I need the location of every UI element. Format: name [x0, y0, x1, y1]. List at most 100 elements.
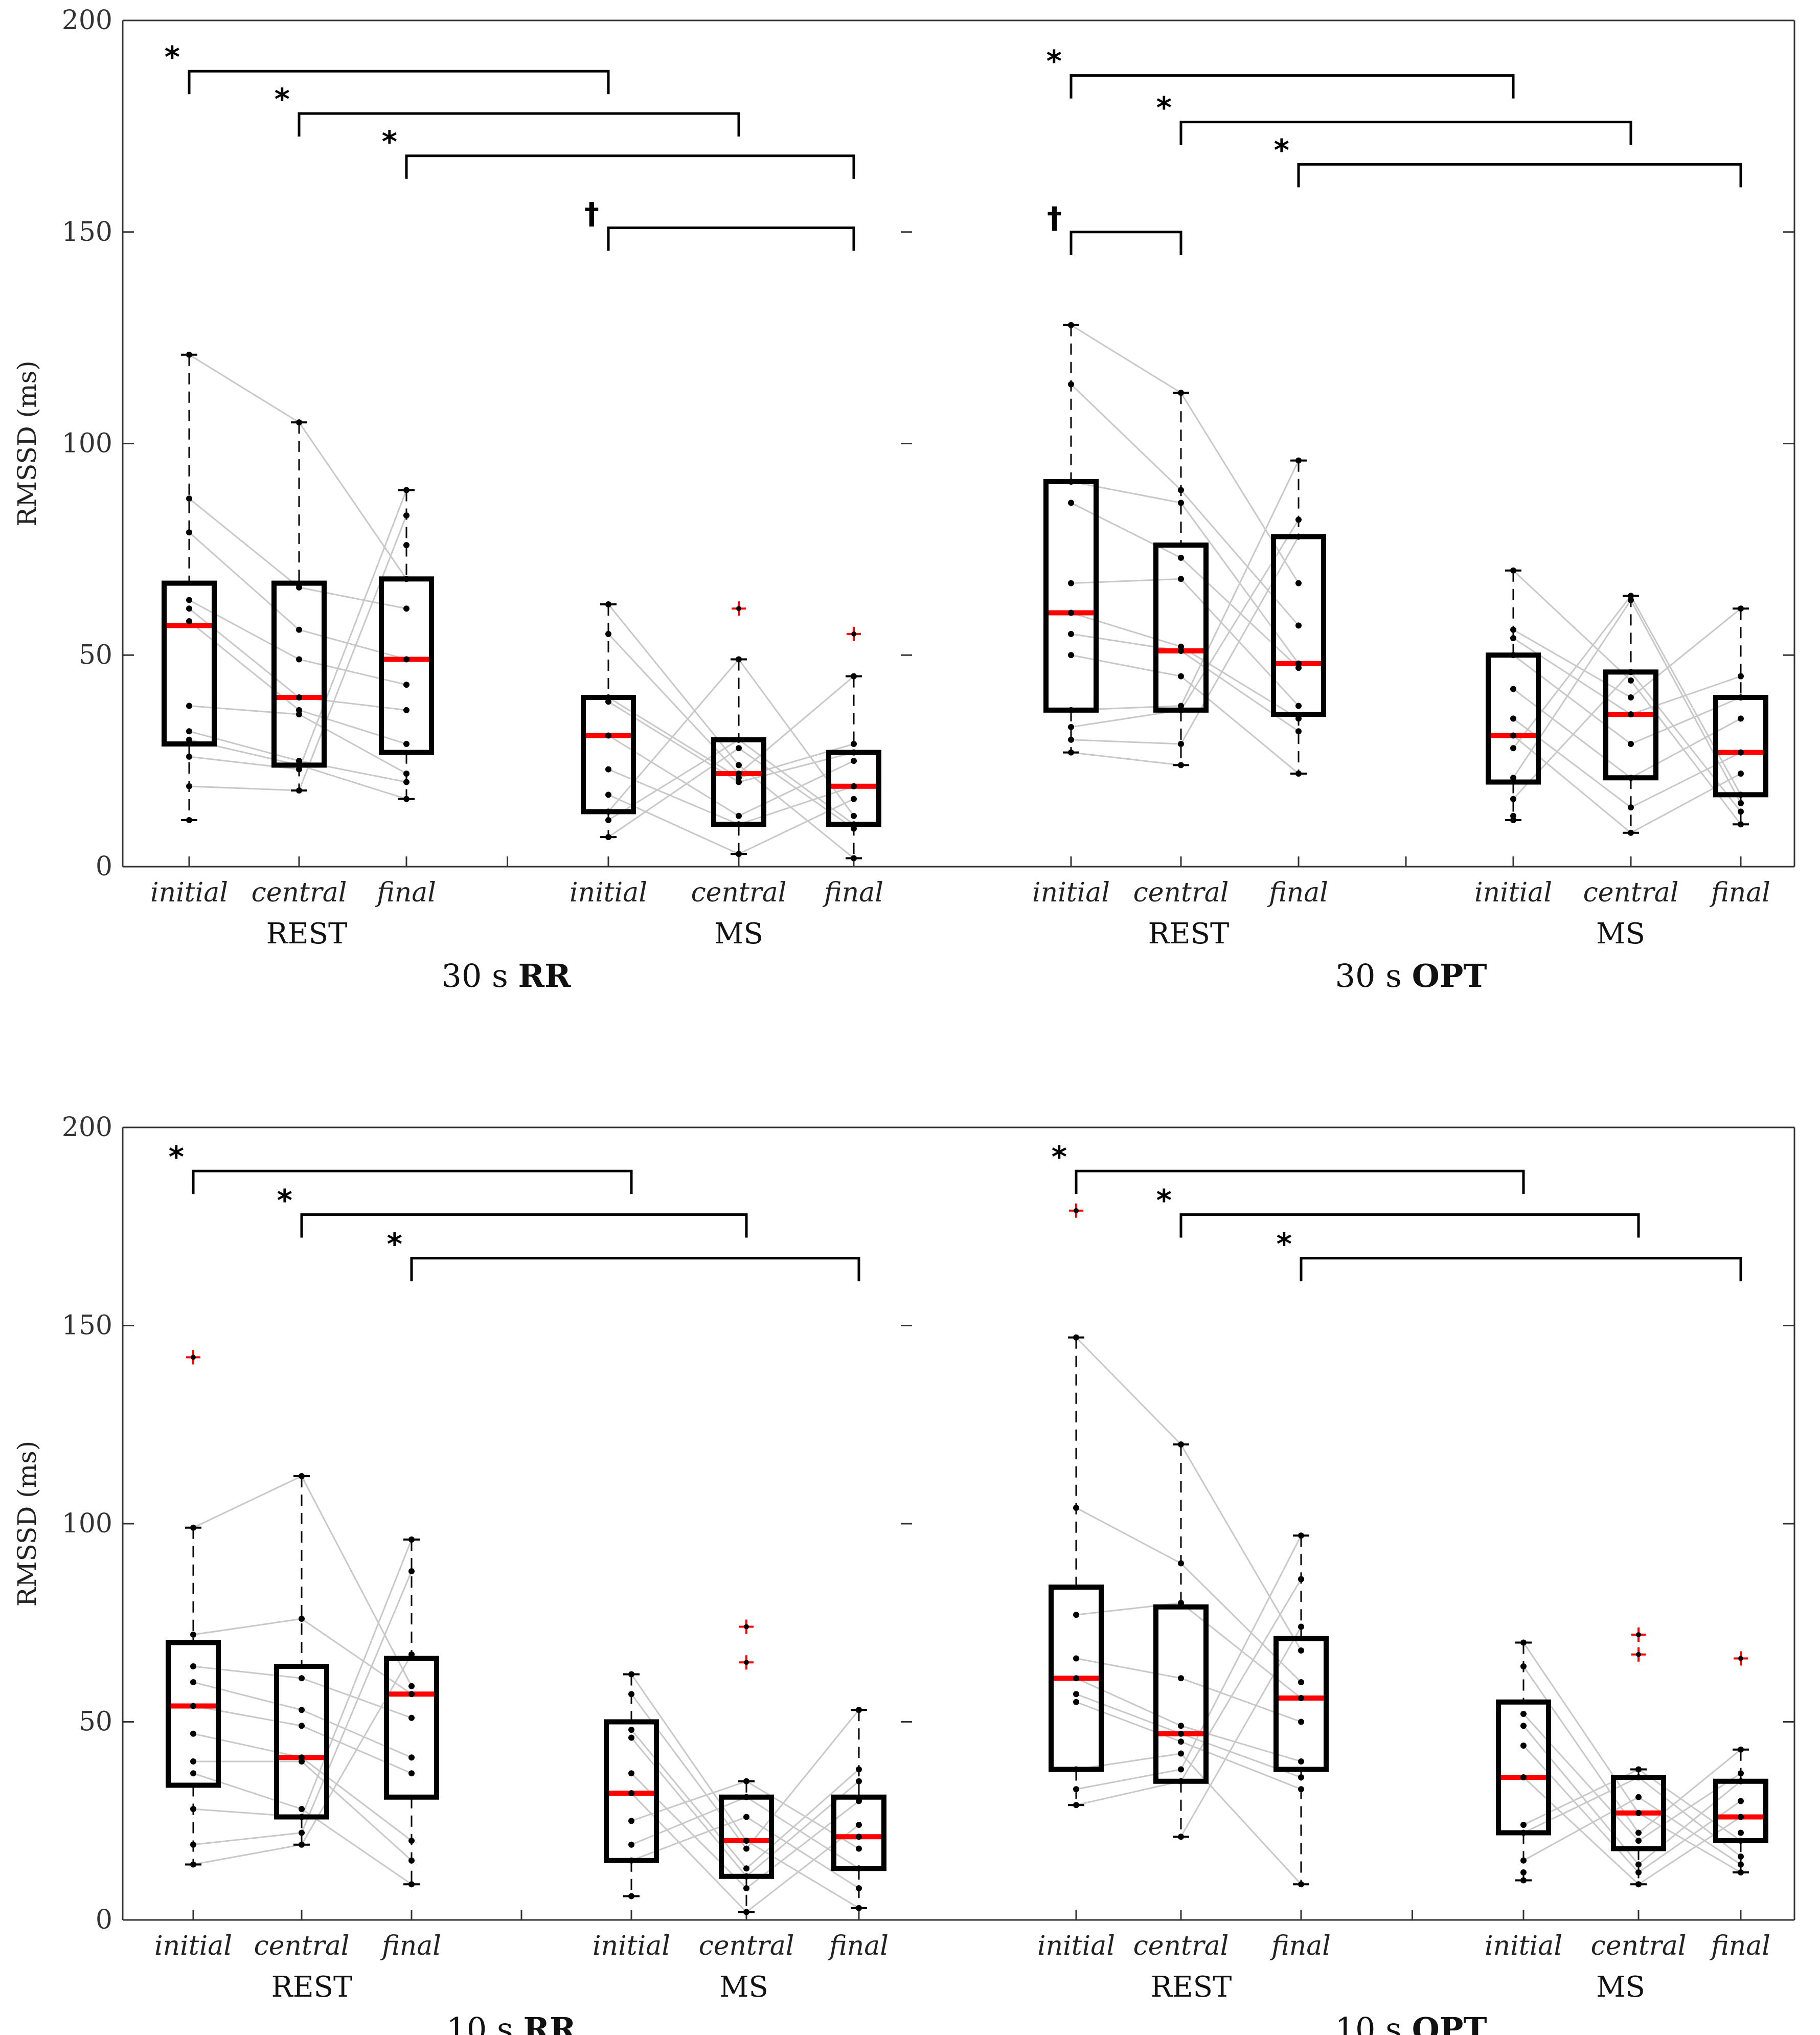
- subject-connector-line: [193, 1772, 302, 1810]
- subject-connector-line: [1523, 1776, 1639, 1834]
- subject-connector-line: [631, 1780, 747, 1822]
- subject-connector-line: [1630, 752, 1741, 808]
- data-point: [296, 694, 302, 700]
- subject-connector-line: [1180, 460, 1300, 707]
- data-point: [408, 1881, 415, 1888]
- data-point: [736, 770, 742, 777]
- subject-connector-line: [1076, 1658, 1181, 1679]
- data-point: [736, 775, 742, 781]
- subject-connector-line: [299, 659, 407, 686]
- chart-title: 10 s RR: [446, 2010, 576, 2035]
- data-point: [1520, 1822, 1527, 1828]
- outlier-point: [191, 1354, 196, 1360]
- x-tick-label: central: [1133, 1931, 1229, 1961]
- box-ms-central: [1603, 593, 1658, 836]
- outlier-point: [851, 631, 856, 637]
- data-point: [296, 626, 302, 633]
- data-point: [1068, 478, 1074, 485]
- significance-bracket: *: [275, 82, 740, 137]
- data-point: [1520, 1829, 1527, 1836]
- data-point: [1510, 686, 1516, 692]
- significance-marker: †: [584, 196, 599, 231]
- data-point: [1520, 1743, 1527, 1749]
- data-point: [1178, 707, 1184, 713]
- subject-connector-line: [746, 1769, 859, 1869]
- x-tick-label: final: [1267, 877, 1328, 908]
- y-tick-label: 200: [62, 5, 112, 36]
- x-tick-label: final: [1269, 1931, 1331, 1961]
- subject-connector-line: [189, 354, 300, 423]
- data-point: [1178, 647, 1184, 654]
- subject-connector-line: [738, 675, 854, 775]
- data-point: [408, 1691, 415, 1698]
- subject-connector-line: [299, 764, 407, 800]
- subject-connector-line: [189, 532, 300, 630]
- data-point: [1520, 1857, 1527, 1864]
- data-point: [1628, 593, 1634, 599]
- data-point: [296, 787, 302, 794]
- subject-connector-line: [301, 1539, 413, 1818]
- data-point: [1295, 516, 1302, 523]
- subject-connector-line: [298, 489, 407, 770]
- subject-connector-line: [1513, 637, 1631, 715]
- subject-connector-line: [1522, 1745, 1640, 1873]
- subject-connector-line: [1513, 654, 1631, 745]
- data-point: [1628, 669, 1634, 675]
- chart-title: 30 s OPT: [1335, 957, 1487, 994]
- subject-connector-line: [1071, 654, 1181, 677]
- data-point: [736, 656, 742, 663]
- data-point: [408, 1651, 415, 1658]
- subject-connector-line: [608, 696, 739, 779]
- bracket-line: [298, 112, 740, 137]
- significance-marker: *: [1046, 44, 1062, 79]
- data-point: [403, 707, 410, 713]
- subject-connector-line: [738, 798, 854, 855]
- subject-connector-line: [1180, 1563, 1302, 1683]
- data-point: [1178, 576, 1184, 582]
- subject-connector-line: [301, 1760, 413, 1861]
- significance-marker: *: [277, 1183, 292, 1218]
- subject-connector-line: [301, 1709, 412, 1758]
- data-point: [186, 529, 192, 536]
- subject-connector-line: [1180, 489, 1300, 626]
- data-point: [1178, 487, 1184, 493]
- subject-connector-line: [189, 730, 300, 762]
- data-point: [1178, 1675, 1184, 1682]
- data-point: [628, 1691, 634, 1698]
- subject-connector-line: [631, 1816, 747, 1862]
- box-rest-central: [1153, 390, 1209, 768]
- significance-bracket: *: [1156, 91, 1632, 145]
- data-point: [1073, 1802, 1079, 1808]
- data-point: [403, 576, 410, 582]
- data-point: [190, 1703, 196, 1709]
- chart-panel-1: 0 50 100 150 200 RMSSD (ms) initial central fina…: [12, 5, 901, 994]
- data-point: [743, 1778, 749, 1784]
- subject-connector-line: [608, 768, 739, 825]
- subject-connector-line: [745, 1709, 860, 1849]
- data-point: [408, 1857, 415, 1864]
- subject-connector-line: [1180, 519, 1300, 711]
- subject-connector-line: [738, 760, 854, 817]
- data-point: [186, 783, 192, 789]
- data-point: [1738, 605, 1744, 612]
- subject-connector-line: [299, 709, 407, 745]
- data-point: [190, 1806, 196, 1812]
- data-point: [605, 808, 611, 815]
- data-point: [403, 542, 410, 549]
- subject-connector-line: [1071, 709, 1181, 728]
- chart-title: 10 s OPT: [1335, 2010, 1487, 2035]
- subject-connector-line: [1630, 718, 1741, 779]
- data-point: [1073, 1505, 1079, 1511]
- data-point: [1178, 390, 1184, 396]
- data-point: [856, 1845, 862, 1852]
- subject-connector-line: [1071, 502, 1181, 559]
- data-point: [1178, 1560, 1184, 1567]
- box-ms-central: [1611, 1627, 1666, 1888]
- data-point: [1295, 580, 1302, 586]
- y-tick-label: 100: [62, 1508, 112, 1539]
- data-point: [1628, 775, 1634, 781]
- data-point: [1295, 665, 1302, 671]
- data-point: [1738, 1829, 1744, 1836]
- data-point: [628, 1893, 634, 1900]
- data-point: [856, 1822, 862, 1828]
